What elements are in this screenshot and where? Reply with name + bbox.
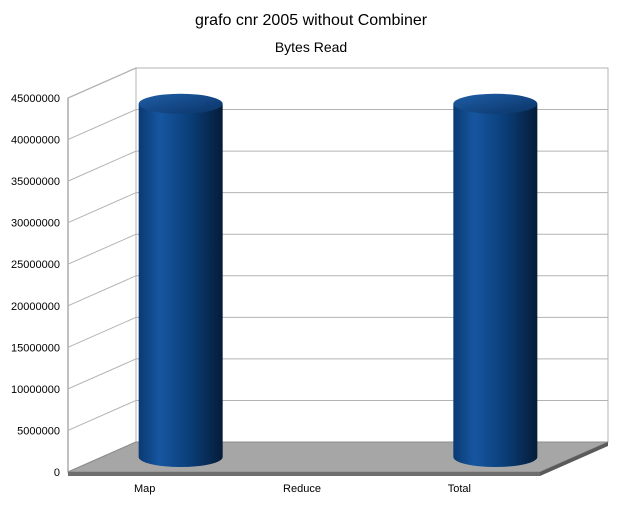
- gridline-side: [67, 150, 137, 182]
- x-axis-ticks: Map Reduce Total: [134, 483, 471, 495]
- y-tick-label: 0: [54, 467, 60, 479]
- gridline-side: [67, 233, 137, 265]
- gridline-side: [67, 67, 137, 99]
- floor-side-edge: [540, 442, 608, 476]
- gridline-side: [67, 275, 137, 307]
- y-tick-label: 15000000: [11, 342, 60, 354]
- chart-title: grafo cnr 2005 without Combiner: [195, 12, 428, 29]
- y-tick-label: 10000000: [11, 384, 60, 396]
- gridline-side: [67, 358, 137, 390]
- y-tick-label: 5000000: [17, 425, 60, 437]
- bar-top: [138, 93, 223, 114]
- chart-subtitle: Bytes Read: [275, 39, 347, 55]
- side-wall: [67, 67, 137, 473]
- bar-top: [453, 93, 538, 114]
- y-tick-label: 35000000: [11, 176, 60, 188]
- y-tick-label: 25000000: [11, 259, 60, 271]
- bar-body: [453, 103, 538, 467]
- gridline-side: [67, 109, 137, 141]
- y-tick-label: 40000000: [11, 135, 60, 147]
- y-tick-label: 45000000: [11, 93, 60, 105]
- bar-total: [453, 93, 538, 467]
- bars: [138, 93, 538, 468]
- bar-body: [138, 103, 223, 468]
- gridline-side: [67, 316, 137, 348]
- bar-map: [138, 93, 223, 468]
- x-tick-label: Total: [448, 483, 471, 495]
- y-tick-label: 20000000: [11, 301, 60, 313]
- gridline-side: [67, 192, 137, 224]
- floor-front-edge: [68, 472, 540, 476]
- x-tick-label: Reduce: [283, 483, 321, 495]
- y-tick-label: 30000000: [11, 218, 60, 230]
- gridline-side: [67, 399, 137, 431]
- x-tick-label: Map: [134, 483, 155, 495]
- y-axis-ticks: 0 5000000 10000000 15000000 20000000 25000000…: [11, 93, 60, 479]
